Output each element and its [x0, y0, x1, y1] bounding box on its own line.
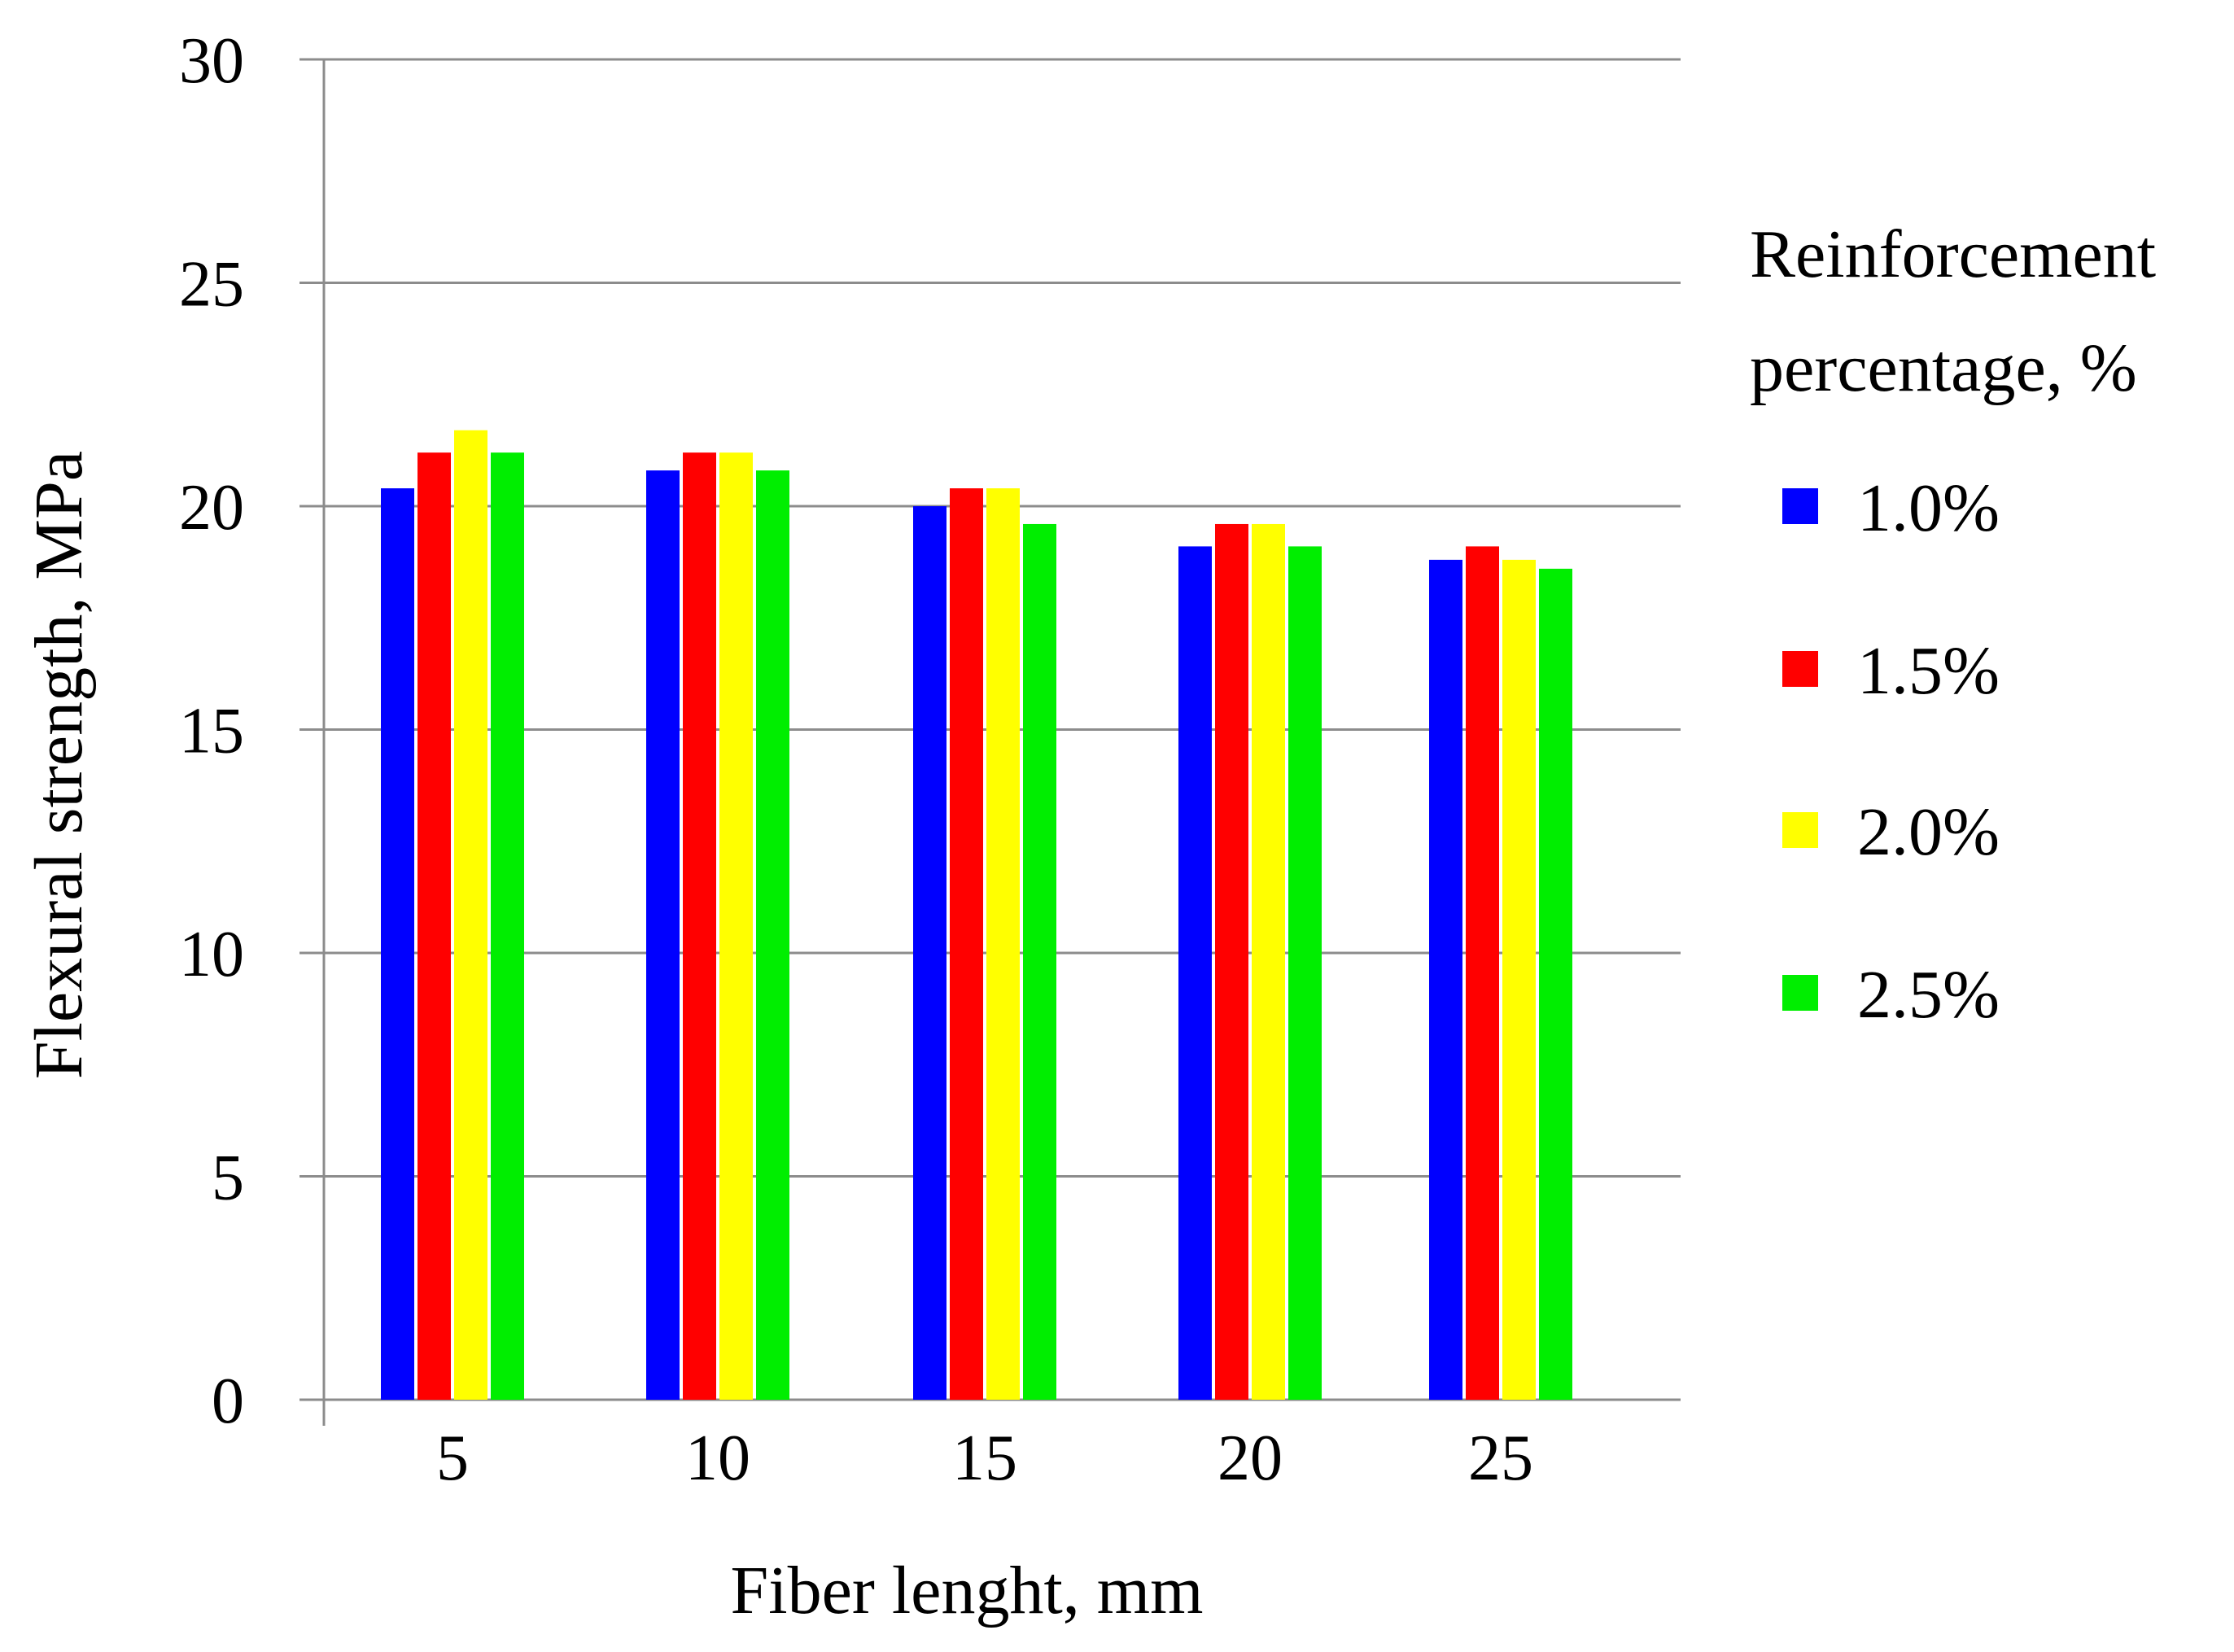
bar-20-1.5pct	[1215, 523, 1248, 1401]
legend-title-line-2: percentage, %	[1750, 330, 2137, 406]
x-axis-title: Fiber lenght, mm	[731, 1553, 1204, 1628]
bar-15-1.5pct	[950, 488, 983, 1400]
bar-5-2.5pct	[491, 452, 524, 1400]
bar-5-1.5pct	[418, 452, 451, 1400]
legend-swatch-1.0pct	[1782, 488, 1818, 524]
legend-label: 2.5%	[1857, 957, 2000, 1033]
bar-10-1.5pct	[683, 452, 716, 1400]
y-tick-label: 0	[212, 1366, 244, 1437]
y-tick-label: 10	[179, 919, 244, 990]
bar-10-1.0pct	[646, 470, 680, 1400]
bar-25-2.0pct	[1502, 559, 1536, 1400]
legend-label: 2.0%	[1857, 794, 2000, 870]
legend-items: 1.0% 1.5% 2.0% 2.5%	[1782, 470, 2000, 1033]
bar-20-1.0pct	[1178, 546, 1212, 1401]
y-axis-title: Flexural strength, MPa	[21, 451, 97, 1079]
legend-label: 1.5%	[1857, 633, 2000, 709]
legend-title-line-1: Reinforcement	[1750, 216, 2156, 292]
x-tick-labels: 5 10 15 20 25	[436, 1423, 1533, 1494]
legend: Reinforcement percentage, % 1.0% 1.5% 2.0%…	[1750, 216, 2156, 1033]
bar-10-2.0pct	[719, 452, 753, 1400]
bar-10-2.5pct	[756, 470, 789, 1400]
y-tick-label: 5	[212, 1143, 244, 1214]
bar-25-1.5pct	[1466, 546, 1499, 1401]
legend-swatch-2.0pct	[1782, 812, 1818, 848]
bar-15-1.0pct	[913, 506, 946, 1400]
x-tick-label: 15	[952, 1423, 1017, 1494]
bar-20-2.0pct	[1252, 523, 1285, 1401]
bar-25-2.5pct	[1539, 568, 1572, 1400]
legend-swatch-2.5pct	[1782, 975, 1818, 1011]
x-tick-label: 5	[436, 1423, 469, 1494]
bar-5-2.0pct	[454, 430, 487, 1401]
bar-15-2.0pct	[986, 488, 1020, 1400]
bar-15-2.5pct	[1023, 523, 1056, 1401]
bars	[381, 430, 1572, 1401]
x-tick-label: 10	[685, 1423, 750, 1494]
y-tick-label: 15	[179, 696, 244, 767]
y-tick-label: 20	[179, 472, 244, 544]
y-tick-labels: 0 5 10 15 20 25 30	[179, 25, 244, 1437]
bar-20-2.5pct	[1288, 546, 1322, 1401]
x-tick-label: 25	[1468, 1423, 1533, 1494]
bar-25-1.0pct	[1429, 559, 1462, 1400]
y-tick-label: 25	[179, 249, 244, 321]
y-tick-label: 30	[179, 25, 244, 97]
legend-swatch-1.5pct	[1782, 651, 1818, 687]
legend-label: 1.0%	[1857, 470, 2000, 546]
bar-5-1.0pct	[381, 488, 414, 1400]
x-tick-label: 20	[1218, 1423, 1283, 1494]
